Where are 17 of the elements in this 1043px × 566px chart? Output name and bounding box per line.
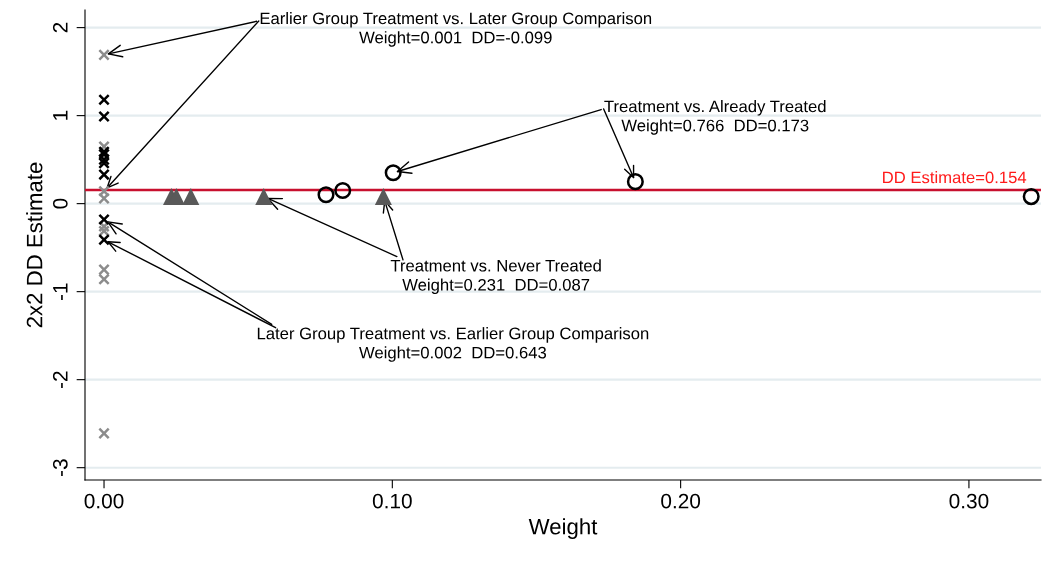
y-tick-label: -3 xyxy=(52,459,68,477)
x-axis-title: Weight xyxy=(528,518,598,539)
annotation: Treatment vs. Already Treated Weight=0.766 DD=0.173 xyxy=(604,100,826,135)
x-tick-label: 0.00 xyxy=(84,493,124,509)
y-tick-label: -2 xyxy=(52,371,68,388)
annotation: Earlier Group Treatment vs. Later Group Comparison Weight=0.001 DD=-0.099 xyxy=(260,12,652,47)
annotation: Later Group Treatment vs. Earlier Group Comparison Weight=0.002 DD=0.643 xyxy=(257,327,649,362)
y-tick-label: 2 xyxy=(52,22,68,33)
y-tick-label: -1 xyxy=(53,283,68,300)
annotation: Treatment vs. Never Treated Weight=0.231 DD=0.087 xyxy=(390,259,601,295)
x-tick-label: 0.20 xyxy=(661,493,701,509)
ref-line-label: DD Estimate=0.154 xyxy=(883,171,1027,184)
y-tick-label: 1 xyxy=(53,110,68,120)
x-tick-label: 0.10 xyxy=(372,493,412,509)
x-tick-label: 0.30 xyxy=(949,493,989,509)
y-tick-label: 0 xyxy=(52,198,68,209)
y-axis-title: 2x2 DD Estimate xyxy=(26,162,43,328)
